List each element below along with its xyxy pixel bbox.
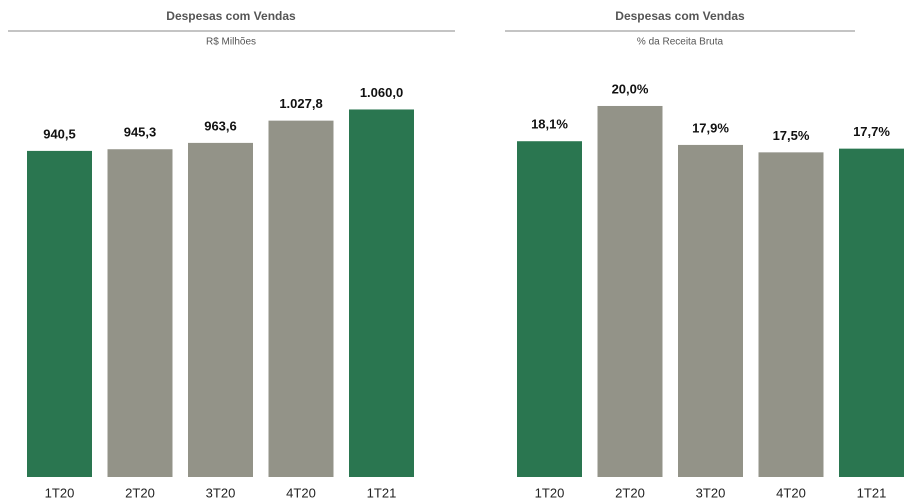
x-tick-label: 1T21 (367, 485, 397, 500)
x-tick-label: 1T20 (45, 485, 75, 500)
x-tick-label: 3T20 (696, 485, 726, 500)
bar (188, 142, 253, 478)
bar (517, 141, 582, 478)
x-tick-label: 1T20 (535, 485, 565, 500)
value-label: 17,9% (692, 120, 729, 135)
x-tick-label: 4T20 (776, 485, 806, 500)
x-tick-label: 2T20 (125, 485, 155, 500)
value-label: 945,3 (124, 125, 157, 140)
value-label: 940,5 (43, 126, 76, 141)
bar (839, 148, 904, 477)
x-tick-label: 1T21 (857, 485, 887, 500)
value-label: 18,1% (531, 117, 568, 132)
chart-title: Despesas com Vendas (615, 9, 745, 23)
bar (107, 149, 173, 477)
bar (678, 144, 743, 477)
value-label: 963,6 (204, 118, 237, 133)
value-label: 17,7% (853, 124, 890, 139)
value-label: 1.060,0 (360, 85, 403, 100)
x-tick-label: 4T20 (286, 485, 316, 500)
bar (597, 105, 663, 478)
chart-title: Despesas com Vendas (166, 9, 296, 23)
value-label: 17,5% (773, 128, 810, 143)
value-label: 1.027,8 (279, 96, 322, 111)
x-tick-label: 2T20 (615, 485, 645, 500)
chart-subtitle: % da Receita Bruta (637, 37, 724, 48)
chart-subtitle: R$ Milhões (206, 37, 256, 48)
bar (349, 109, 414, 477)
bar (27, 150, 92, 477)
bar (758, 152, 824, 477)
x-tick-label: 3T20 (206, 485, 236, 500)
value-label: 20,0% (612, 81, 649, 96)
bar (268, 120, 334, 477)
